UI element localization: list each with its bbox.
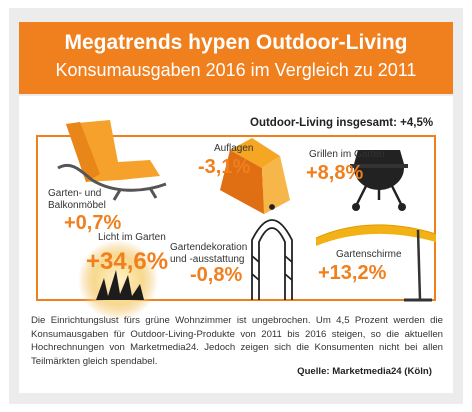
source-label: Quelle: Marketmedia24 (Köln) xyxy=(297,366,432,377)
chart-frame xyxy=(36,135,436,301)
label-grillen: Grillen im Garten xyxy=(309,149,385,160)
label-schirme: Gartenschirme xyxy=(336,249,402,260)
description-text: Die Einrichtungslust fürs grüne Wohnzimm… xyxy=(31,315,443,367)
value-grillen: +8,8% xyxy=(306,162,364,184)
header-banner: Megatrends hypen Outdoor-Living Konsumau… xyxy=(19,22,453,94)
value-licht: +34,6% xyxy=(86,248,169,275)
label-auflagen: Auflagen xyxy=(214,143,254,154)
label-garten-line1: Garten- und xyxy=(48,188,102,199)
value-deko: -0,8% xyxy=(190,264,243,286)
label-garten-line2: Balkonmöbel xyxy=(48,200,106,211)
label-licht: Licht im Garten xyxy=(98,232,166,243)
page-subtitle: Konsumausgaben 2016 im Vergleich zu 2011 xyxy=(55,60,417,80)
value-garten-moebel: +0,7% xyxy=(64,212,122,234)
value-schirme: +13,2% xyxy=(318,262,387,284)
label-deko-line2: und -ausstattung xyxy=(170,254,245,265)
page-title: Megatrends hypen Outdoor-Living xyxy=(64,31,408,54)
value-auflagen: -3,1% xyxy=(198,156,251,178)
total-label: Outdoor-Living insgesamt: +4,5% xyxy=(250,117,434,129)
label-deko-line1: Gartendekoration xyxy=(170,242,248,253)
